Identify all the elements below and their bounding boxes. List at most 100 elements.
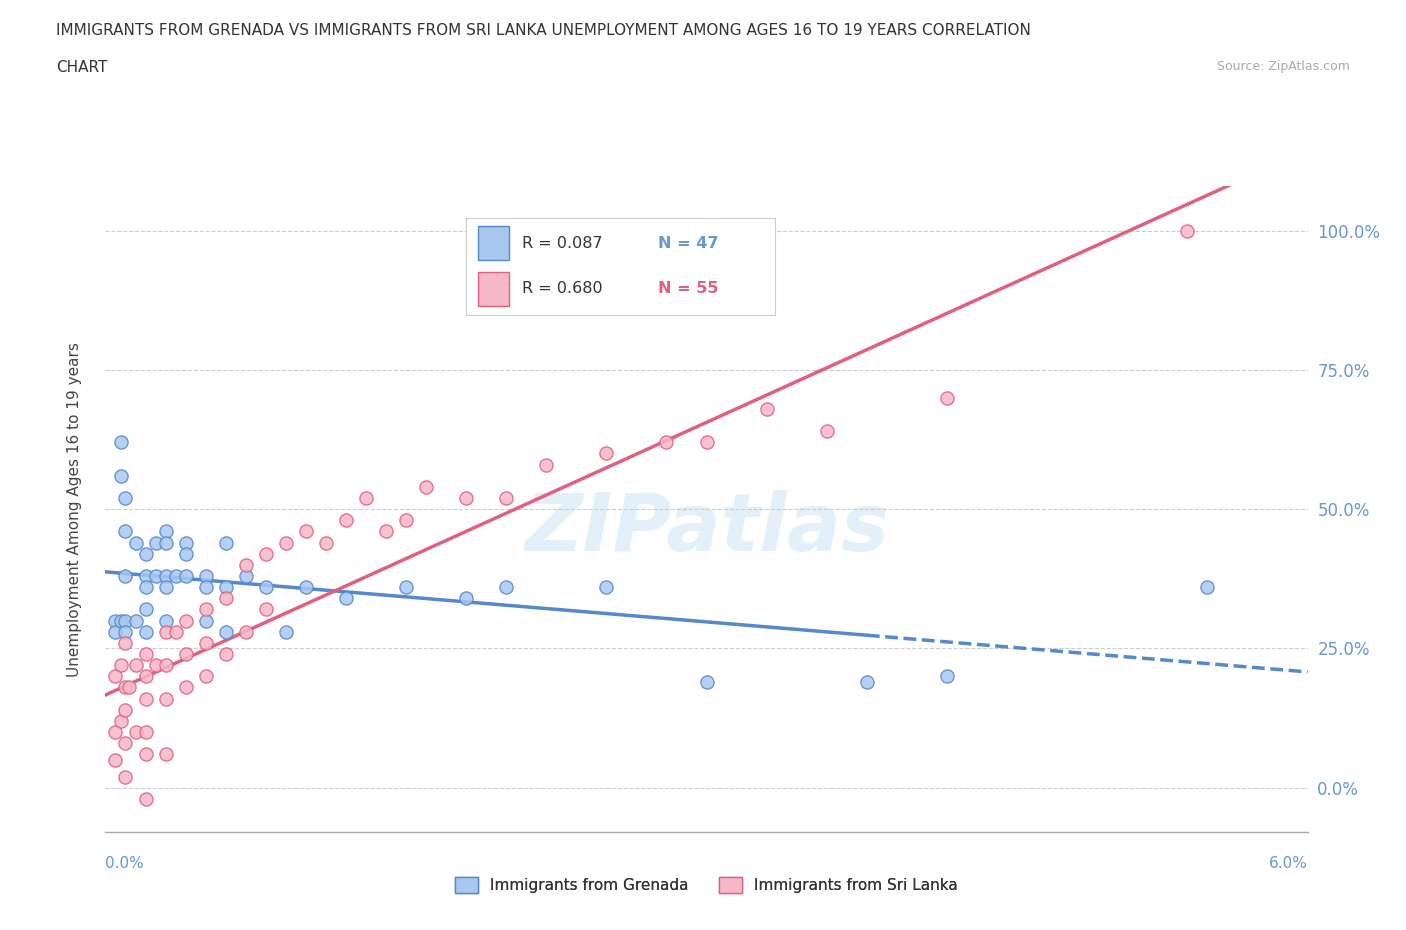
Point — [104, 669, 127, 684]
Point — [295, 579, 318, 594]
Point — [194, 669, 217, 684]
Point — [534, 458, 557, 472]
Point — [155, 579, 177, 594]
Point — [135, 724, 157, 739]
Point — [194, 579, 217, 594]
Point — [214, 624, 236, 639]
Point — [194, 613, 217, 628]
Point — [395, 579, 418, 594]
Point — [165, 568, 187, 583]
Point — [214, 535, 236, 550]
Point — [110, 469, 132, 484]
Point — [165, 624, 187, 639]
Point — [495, 579, 517, 594]
Text: 0.0%: 0.0% — [105, 856, 145, 870]
Point — [124, 724, 146, 739]
Point — [110, 713, 132, 728]
Point — [274, 535, 297, 550]
Point — [110, 613, 132, 628]
Point — [454, 591, 477, 605]
Point — [454, 491, 477, 506]
FancyBboxPatch shape — [478, 226, 509, 259]
Point — [114, 491, 136, 506]
Point — [174, 546, 197, 561]
Point — [155, 747, 177, 762]
Point — [104, 613, 127, 628]
Text: R = 0.680: R = 0.680 — [522, 282, 602, 297]
Point — [194, 602, 217, 617]
Point — [104, 752, 127, 767]
Point — [274, 624, 297, 639]
Point — [114, 736, 136, 751]
Point — [174, 613, 197, 628]
Point — [155, 613, 177, 628]
Point — [114, 769, 136, 784]
Point — [855, 674, 877, 689]
Point — [395, 512, 418, 527]
Point — [174, 535, 197, 550]
Point — [135, 691, 157, 706]
Point — [114, 680, 136, 695]
Point — [1197, 579, 1219, 594]
Text: CHART: CHART — [56, 60, 108, 75]
Text: N = 55: N = 55 — [658, 282, 718, 297]
Point — [214, 579, 236, 594]
Legend: Immigrants from Grenada, Immigrants from Sri Lanka: Immigrants from Grenada, Immigrants from… — [449, 870, 965, 899]
Text: R = 0.087: R = 0.087 — [522, 235, 602, 250]
Point — [254, 546, 277, 561]
Point — [655, 435, 678, 450]
Point — [495, 491, 517, 506]
Text: N = 47: N = 47 — [658, 235, 718, 250]
Text: ZIPatlas: ZIPatlas — [524, 489, 889, 567]
Point — [114, 635, 136, 650]
Point — [354, 491, 377, 506]
Point — [194, 635, 217, 650]
Point — [135, 579, 157, 594]
Point — [1175, 223, 1198, 238]
Point — [335, 512, 357, 527]
Point — [135, 791, 157, 806]
Point — [145, 535, 167, 550]
Point — [815, 424, 838, 439]
Point — [124, 613, 146, 628]
Point — [135, 602, 157, 617]
Text: IMMIGRANTS FROM GRENADA VS IMMIGRANTS FROM SRI LANKA UNEMPLOYMENT AMONG AGES 16 : IMMIGRANTS FROM GRENADA VS IMMIGRANTS FR… — [56, 23, 1031, 38]
Point — [174, 646, 197, 661]
Point — [135, 747, 157, 762]
Point — [135, 669, 157, 684]
Point — [374, 524, 398, 538]
Point — [214, 646, 236, 661]
Point — [155, 535, 177, 550]
Point — [174, 568, 197, 583]
Point — [114, 624, 136, 639]
Point — [104, 724, 127, 739]
Point — [135, 568, 157, 583]
Point — [315, 535, 337, 550]
Point — [135, 624, 157, 639]
Point — [254, 579, 277, 594]
Point — [124, 535, 146, 550]
Point — [335, 591, 357, 605]
Text: Source: ZipAtlas.com: Source: ZipAtlas.com — [1216, 60, 1350, 73]
FancyBboxPatch shape — [478, 272, 509, 306]
Point — [235, 624, 257, 639]
Point — [696, 674, 718, 689]
Point — [145, 568, 167, 583]
Point — [295, 524, 318, 538]
Point — [155, 624, 177, 639]
Point — [194, 568, 217, 583]
Point — [110, 435, 132, 450]
Point — [114, 702, 136, 717]
Point — [936, 391, 959, 405]
Point — [118, 680, 141, 695]
Point — [254, 602, 277, 617]
Point — [114, 524, 136, 538]
Point — [155, 691, 177, 706]
Point — [135, 646, 157, 661]
Point — [755, 402, 778, 417]
Point — [124, 658, 146, 672]
Point — [235, 568, 257, 583]
Point — [214, 591, 236, 605]
Point — [415, 480, 437, 495]
Point — [595, 579, 617, 594]
